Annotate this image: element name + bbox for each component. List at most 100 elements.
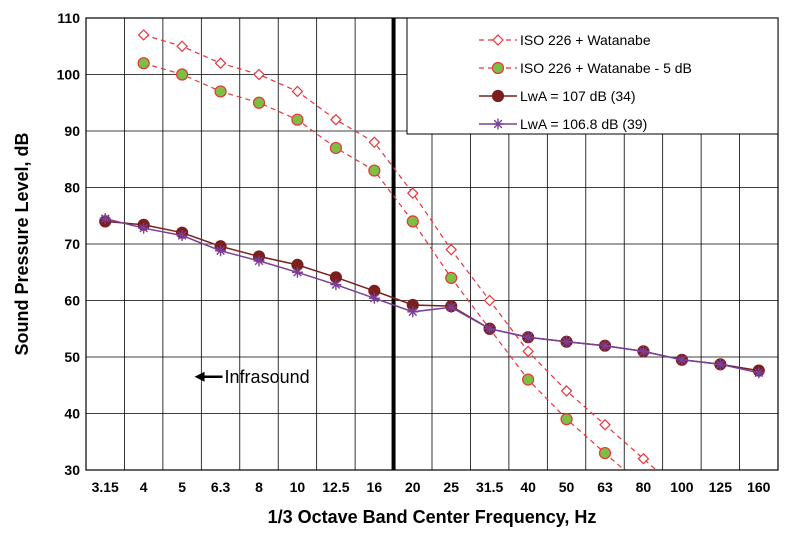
data-point xyxy=(137,29,150,41)
data-point xyxy=(445,243,458,256)
x-tick-label: 160 xyxy=(747,479,771,495)
series-layer xyxy=(99,29,765,526)
legend-items: ISO 226 + Watanabe ISO 226 + Watanabe - 5… xyxy=(479,32,692,132)
data-point xyxy=(522,373,535,386)
data-point xyxy=(406,215,419,228)
data-point xyxy=(676,515,687,526)
x-tick-label: 6.3 xyxy=(211,479,231,495)
x-tick-label: 4 xyxy=(140,479,148,495)
data-point xyxy=(598,446,612,460)
data-point xyxy=(492,34,504,46)
data-point xyxy=(176,68,189,81)
y-tick-label: 110 xyxy=(57,10,80,26)
y-tick-label: 70 xyxy=(64,236,80,252)
series-4 xyxy=(99,213,765,379)
data-point xyxy=(483,294,496,307)
data-point xyxy=(138,222,150,234)
x-tick-label: 50 xyxy=(559,479,575,495)
x-tick-label: 8 xyxy=(255,479,263,495)
data-point xyxy=(368,164,381,177)
data-point xyxy=(753,367,765,379)
infrasound-label: Infrasound xyxy=(225,367,310,387)
x-tick-label: 25 xyxy=(443,479,459,495)
data-point xyxy=(329,141,342,155)
series-line xyxy=(105,217,759,374)
series-line xyxy=(143,62,626,470)
data-point xyxy=(99,213,111,225)
legend-label: ISO 226 + Watanabe xyxy=(520,32,651,48)
y-tick-label: 60 xyxy=(64,293,80,309)
x-tick-labels: 3.15 4 5 6.3 8 10 12.5 16 20 25 31.5 40 50 63 80 100 125… xyxy=(92,479,771,495)
data-point xyxy=(492,118,504,130)
y-tick-label: 80 xyxy=(64,180,80,196)
data-point xyxy=(368,136,381,149)
arrow-head xyxy=(194,371,205,382)
data-point xyxy=(407,306,419,318)
data-point xyxy=(522,345,534,358)
x-tick-label: 31.5 xyxy=(476,479,503,495)
data-point xyxy=(676,354,688,366)
y-tick-label: 40 xyxy=(64,406,80,422)
series-1 xyxy=(137,29,658,470)
data-point xyxy=(445,301,457,313)
data-point xyxy=(491,89,505,103)
data-point xyxy=(637,345,649,357)
x-axis-title: 1/3 Octave Band Center Frequency, Hz xyxy=(268,507,597,527)
data-point xyxy=(253,68,265,81)
y-tick-label: 50 xyxy=(64,349,80,365)
x-tick-label: 12.5 xyxy=(322,479,349,495)
x-tick-label: 16 xyxy=(367,479,383,495)
data-point xyxy=(560,385,573,397)
data-point xyxy=(176,230,188,242)
legend-box xyxy=(406,17,779,135)
data-point xyxy=(137,57,150,70)
data-point xyxy=(599,418,611,431)
data-point xyxy=(176,40,188,53)
x-tick-label: 63 xyxy=(597,479,613,495)
y-tick-labels: 30 40 50 60 70 80 90 100 110 xyxy=(57,10,81,478)
data-point xyxy=(599,340,611,352)
legend-item-2: ISO 226 + Watanabe - 5 dB xyxy=(479,60,692,76)
data-point xyxy=(445,271,458,284)
x-tick-label: 20 xyxy=(405,479,421,495)
data-point xyxy=(561,336,573,348)
data-point xyxy=(215,245,227,257)
x-tick-label: 10 xyxy=(290,479,306,495)
data-point xyxy=(368,292,380,304)
infrasound-annotation: Infrasound xyxy=(194,367,310,387)
series-line xyxy=(143,34,658,470)
data-point xyxy=(491,61,505,75)
x-tick-label: 40 xyxy=(520,479,536,495)
legend-label: LwA = 106.8 dB (39) xyxy=(520,116,647,132)
legend-item-1: ISO 226 + Watanabe xyxy=(479,32,651,48)
data-point xyxy=(214,57,227,70)
x-tick-label: 100 xyxy=(670,479,694,495)
data-point xyxy=(330,279,342,291)
legend-label: ISO 226 + Watanabe - 5 dB xyxy=(520,60,692,76)
data-point xyxy=(560,413,573,426)
data-point xyxy=(330,113,342,126)
data-point xyxy=(406,187,419,199)
data-point xyxy=(291,266,303,278)
legend-item-3: LwA = 107 dB (34) xyxy=(479,88,636,104)
legend-item-4: LwA = 106.8 dB (39) xyxy=(479,116,647,132)
x-tick-label: 125 xyxy=(709,479,733,495)
y-axis-title: Sound Pressure Level, dB xyxy=(12,132,32,355)
y-tick-label: 90 xyxy=(64,123,80,139)
legend: ISO 226 + Watanabe ISO 226 + Watanabe - 5… xyxy=(406,17,779,135)
data-point xyxy=(291,85,304,98)
y-tick-label: 100 xyxy=(57,67,81,83)
data-point xyxy=(637,452,650,465)
data-point xyxy=(714,358,726,370)
y-tick-label: 30 xyxy=(64,462,80,478)
data-point xyxy=(522,331,534,343)
data-point xyxy=(253,255,265,267)
data-point xyxy=(252,96,266,109)
data-point xyxy=(291,113,304,126)
data-point xyxy=(214,85,227,98)
x-tick-label: 80 xyxy=(636,479,652,495)
data-point xyxy=(484,323,496,335)
legend-label: LwA = 107 dB (34) xyxy=(520,88,636,104)
x-tick-label: 5 xyxy=(178,479,186,495)
